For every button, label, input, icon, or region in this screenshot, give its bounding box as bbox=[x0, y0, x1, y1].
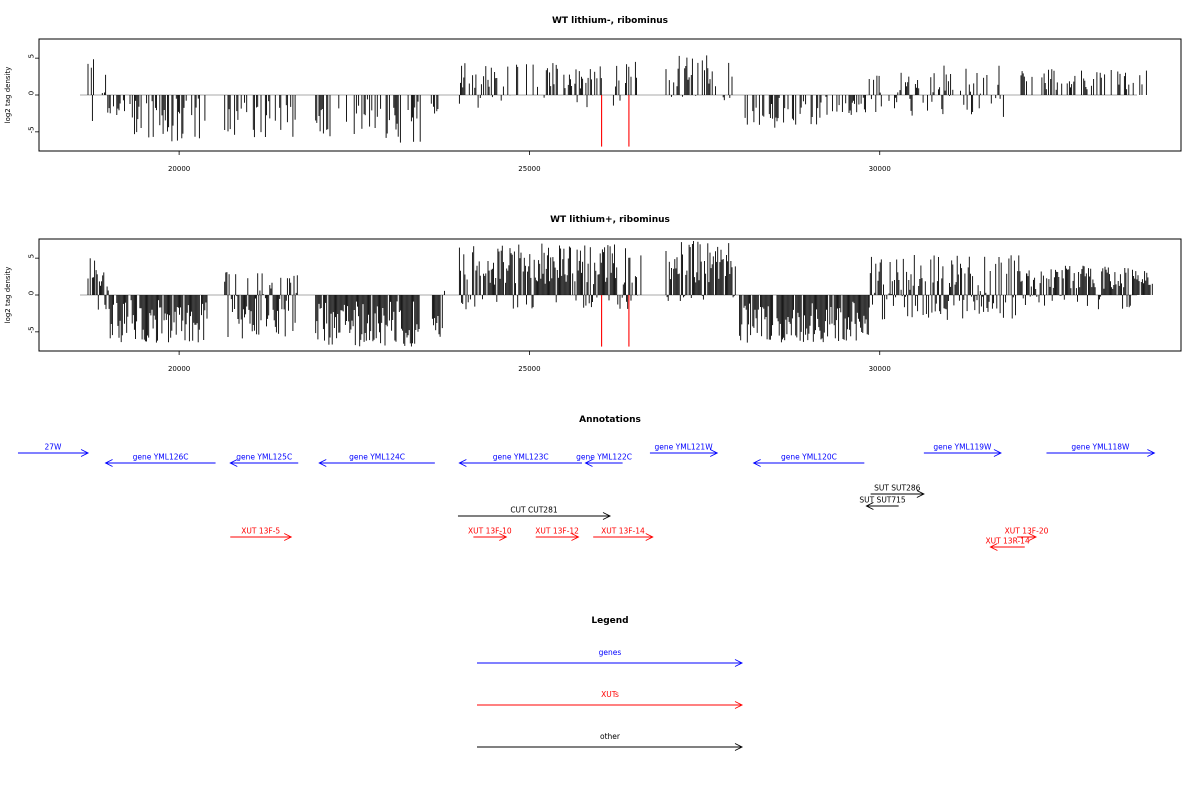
legend-entry: genes bbox=[477, 648, 744, 667]
feature-label: XUT 13F-10 bbox=[468, 527, 512, 536]
arrow-head bbox=[916, 490, 925, 498]
arrow-head bbox=[752, 459, 761, 467]
legend-title: Legend bbox=[591, 616, 628, 626]
panel-lithium-minus: WT lithium-, ribominus log2 tag density … bbox=[4, 16, 1182, 173]
annotation-feature: gene YML126C bbox=[104, 453, 216, 467]
x-tick-label: 30000 bbox=[869, 165, 891, 173]
y-tick-label: 0 bbox=[28, 291, 36, 295]
arrow-head bbox=[709, 449, 719, 457]
feature-label: XUT 13F-5 bbox=[241, 527, 280, 536]
annotation-feature: gene YML124C bbox=[318, 453, 435, 467]
legend-label: genes bbox=[599, 648, 622, 657]
arrow-head bbox=[734, 701, 744, 709]
legend: Legend genes XUTs other bbox=[477, 616, 744, 751]
y-tick-label: 5 bbox=[28, 54, 36, 58]
feature-label: CUT CUT281 bbox=[510, 506, 558, 515]
bar-series bbox=[80, 241, 1153, 347]
feature-label: 27W bbox=[45, 443, 63, 452]
highlight-bars bbox=[601, 95, 630, 147]
annotation-feature: CUT CUT281 bbox=[457, 506, 612, 520]
x-tick-label: 25000 bbox=[518, 365, 540, 373]
arrow-head bbox=[284, 533, 293, 541]
annotation-feature: 27W bbox=[17, 443, 90, 457]
legend-entry: other bbox=[477, 732, 744, 751]
legend-entry: XUTs bbox=[477, 690, 744, 709]
arrow-head bbox=[104, 459, 113, 467]
arrow-head bbox=[80, 449, 90, 457]
annotation-feature: XUT 13F-20 bbox=[1005, 527, 1049, 541]
annotation-feature: gene YML120C bbox=[752, 453, 865, 467]
feature-label: gene YML124C bbox=[349, 453, 405, 462]
y-axis: 5 0 -5 bbox=[28, 254, 39, 333]
feature-label: gene YML121W bbox=[655, 443, 714, 452]
x-tick-label: 20000 bbox=[168, 365, 190, 373]
y-axis-label: log2 tag density bbox=[4, 67, 12, 124]
arrow-head bbox=[602, 512, 612, 520]
annotation-feature: gene YML118W bbox=[1046, 443, 1156, 457]
feature-label: gene YML120C bbox=[781, 453, 837, 462]
arrow-head bbox=[989, 543, 998, 551]
highlight-bars bbox=[601, 295, 630, 347]
feature-label: XUT 13F-12 bbox=[535, 527, 579, 536]
arrow-head bbox=[645, 533, 654, 541]
arrow-head bbox=[865, 502, 874, 510]
annotation-feature: gene YML122C bbox=[576, 453, 632, 467]
arrow-head bbox=[1028, 533, 1037, 541]
x-tick-label: 25000 bbox=[518, 165, 540, 173]
y-tick-label: 0 bbox=[28, 91, 36, 95]
annotation-features: 27W gene YML126C gene YML125C gene YML124C g… bbox=[17, 443, 1156, 551]
annotation-feature: XUT 13F-5 bbox=[230, 527, 293, 541]
feature-label: gene YML123C bbox=[493, 453, 549, 462]
x-tick-label: 20000 bbox=[168, 165, 190, 173]
y-axis: 5 0 -5 bbox=[28, 54, 39, 133]
feature-label: gene YML125C bbox=[236, 453, 292, 462]
annotations-title: Annotations bbox=[579, 415, 641, 425]
legend-label: XUTs bbox=[601, 690, 619, 699]
annotation-feature: gene YML121W bbox=[649, 443, 719, 457]
feature-label: SUT SUT715 bbox=[859, 496, 906, 505]
arrow-head bbox=[499, 533, 508, 541]
annotation-feature: XUT 13R-14 bbox=[985, 537, 1030, 551]
arrow-head bbox=[734, 659, 744, 667]
x-axis: 20000 25000 30000 bbox=[168, 151, 891, 173]
y-tick-label: -5 bbox=[28, 126, 36, 133]
feature-label: gene YML126C bbox=[133, 453, 189, 462]
feature-label: gene YML122C bbox=[576, 453, 632, 462]
arrow-head bbox=[993, 449, 1002, 457]
arrow-head bbox=[584, 459, 593, 467]
annotation-feature: SUT SUT286 bbox=[870, 484, 925, 498]
annotation-feature: gene YML125C bbox=[229, 453, 299, 467]
arrow-head bbox=[571, 533, 580, 541]
arrow-head bbox=[734, 743, 744, 751]
arrow-head bbox=[318, 459, 327, 467]
x-tick-label: 30000 bbox=[869, 365, 891, 373]
feature-label: SUT SUT286 bbox=[874, 484, 921, 493]
bar-series bbox=[80, 55, 1147, 143]
legend-label: other bbox=[600, 732, 621, 741]
y-tick-label: 5 bbox=[28, 254, 36, 258]
feature-label: gene YML119W bbox=[933, 443, 992, 452]
arrow-head bbox=[229, 459, 238, 467]
arrow-head bbox=[458, 459, 467, 467]
annotation-feature: XUT 13F-12 bbox=[535, 527, 580, 541]
panel-title: WT lithium-, ribominus bbox=[552, 16, 668, 26]
annotation-feature: XUT 13F-14 bbox=[593, 527, 654, 541]
annotation-feature: XUT 13F-10 bbox=[468, 527, 512, 541]
panel-lithium-plus: WT lithium+, ribominus log2 tag density … bbox=[4, 215, 1182, 373]
annotation-feature: SUT SUT715 bbox=[859, 496, 906, 510]
feature-label: gene YML118W bbox=[1071, 443, 1130, 452]
feature-label: XUT 13F-20 bbox=[1005, 527, 1049, 536]
legend-entries: genes XUTs other bbox=[477, 648, 744, 751]
y-tick-label: -5 bbox=[28, 326, 36, 333]
annotation-feature: gene YML119W bbox=[923, 443, 1002, 457]
annotations-track: Annotations 27W gene YML126C gene YML125C g… bbox=[17, 415, 1156, 551]
panel-title: WT lithium+, ribominus bbox=[550, 215, 670, 225]
y-axis-label: log2 tag density bbox=[4, 267, 12, 324]
x-axis: 20000 25000 30000 bbox=[168, 351, 891, 373]
feature-label: XUT 13R-14 bbox=[985, 537, 1030, 546]
feature-label: XUT 13F-14 bbox=[601, 527, 645, 536]
annotation-feature: gene YML123C bbox=[458, 453, 582, 467]
arrow-head bbox=[1147, 449, 1156, 457]
